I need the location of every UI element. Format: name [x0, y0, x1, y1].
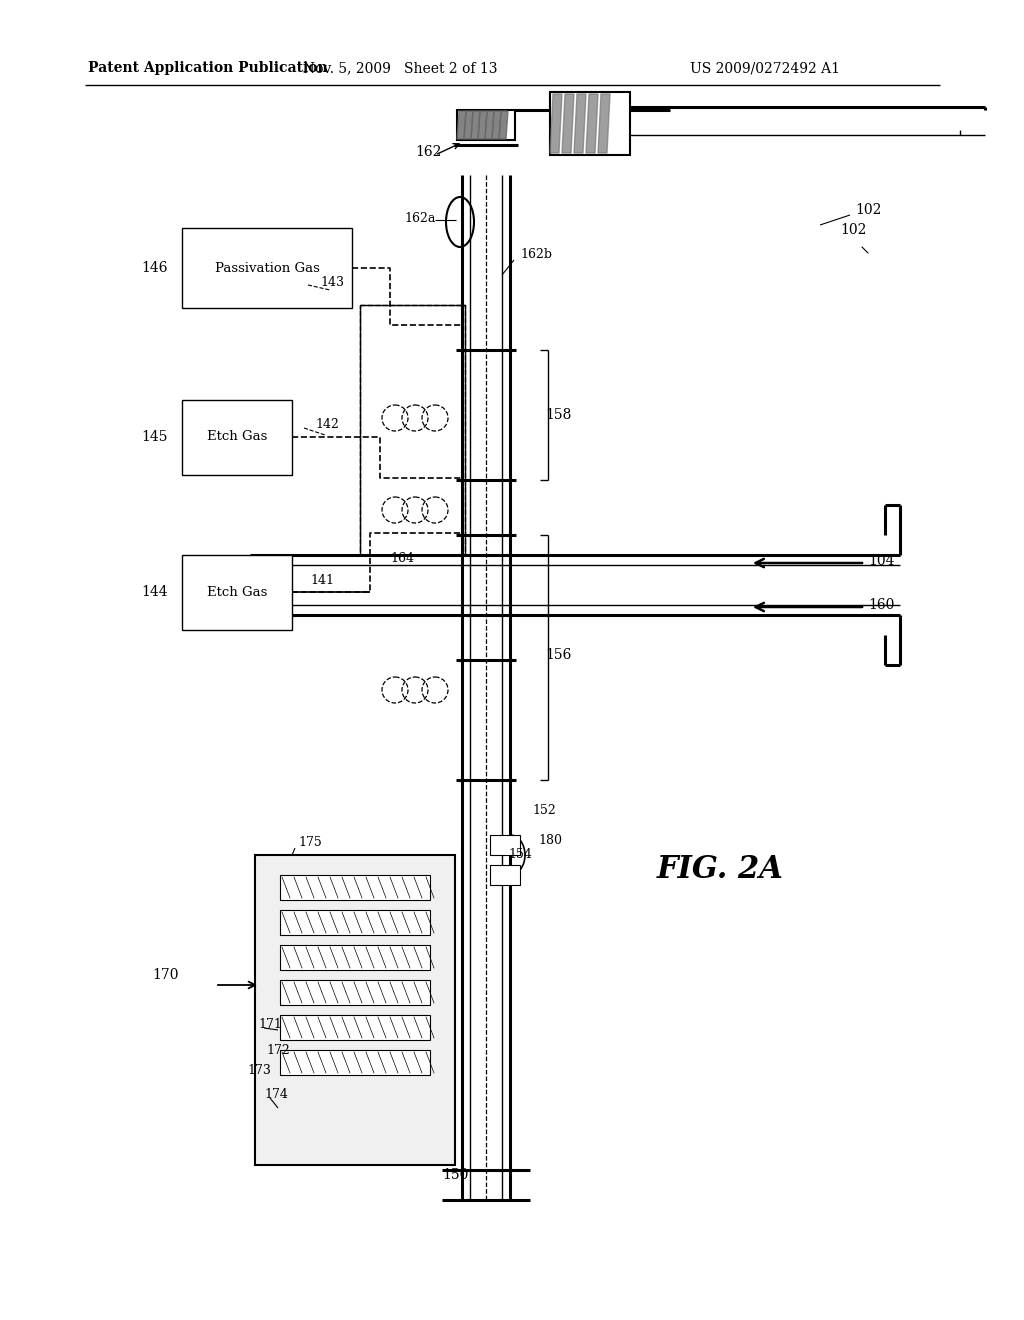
Text: Nov. 5, 2009   Sheet 2 of 13: Nov. 5, 2009 Sheet 2 of 13: [303, 61, 498, 75]
Bar: [280, 1049, 430, 1074]
Text: 180: 180: [538, 833, 562, 846]
Bar: [280, 909, 430, 935]
Text: 142: 142: [315, 418, 339, 432]
Text: Etch Gas: Etch Gas: [207, 586, 267, 598]
Text: 174: 174: [264, 1089, 288, 1101]
Text: 175: 175: [298, 837, 322, 850]
Text: 162b: 162b: [520, 248, 552, 261]
Text: 145: 145: [141, 430, 168, 444]
Bar: [280, 979, 430, 1005]
Text: US 2009/0272492 A1: US 2009/0272492 A1: [690, 61, 840, 75]
Bar: [490, 836, 520, 855]
Bar: [360, 305, 465, 554]
Bar: [457, 110, 515, 140]
Text: 164: 164: [390, 552, 414, 565]
Polygon shape: [499, 111, 508, 139]
Text: 146: 146: [141, 261, 168, 275]
Text: 162: 162: [415, 145, 441, 158]
Polygon shape: [598, 94, 610, 153]
Polygon shape: [586, 94, 598, 153]
Text: 158: 158: [545, 408, 571, 422]
Text: 154: 154: [508, 849, 531, 862]
Text: 143: 143: [319, 276, 344, 289]
Bar: [182, 554, 292, 630]
Text: 171: 171: [258, 1019, 282, 1031]
Polygon shape: [562, 94, 574, 153]
Polygon shape: [478, 111, 487, 139]
Text: 160: 160: [868, 598, 894, 612]
Text: Etch Gas: Etch Gas: [207, 430, 267, 444]
Polygon shape: [574, 94, 586, 153]
Polygon shape: [485, 111, 494, 139]
Text: 170: 170: [152, 968, 178, 982]
Polygon shape: [550, 94, 562, 153]
Bar: [182, 400, 292, 475]
Polygon shape: [464, 111, 473, 139]
Polygon shape: [457, 111, 466, 139]
Text: 102: 102: [840, 223, 866, 238]
Text: 144: 144: [141, 585, 168, 599]
Polygon shape: [492, 111, 501, 139]
Text: 156: 156: [545, 648, 571, 663]
Text: Patent Application Publication: Patent Application Publication: [88, 61, 328, 75]
Polygon shape: [471, 111, 480, 139]
Bar: [360, 305, 465, 554]
Text: 102: 102: [855, 203, 882, 216]
Text: Passivation Gas: Passivation Gas: [215, 261, 319, 275]
Text: 150: 150: [442, 1168, 468, 1181]
Text: 104: 104: [868, 554, 895, 568]
Text: 172: 172: [266, 1044, 290, 1056]
Bar: [550, 92, 630, 154]
Bar: [490, 865, 520, 884]
Bar: [280, 1015, 430, 1040]
Bar: [182, 228, 352, 308]
Text: 141: 141: [310, 573, 334, 586]
Text: FIG. 2A: FIG. 2A: [656, 854, 783, 886]
Text: 152: 152: [532, 804, 556, 817]
Text: 162a: 162a: [404, 211, 435, 224]
Text: 173: 173: [247, 1064, 271, 1077]
Bar: [280, 875, 430, 900]
Bar: [255, 855, 455, 1166]
Bar: [280, 945, 430, 970]
